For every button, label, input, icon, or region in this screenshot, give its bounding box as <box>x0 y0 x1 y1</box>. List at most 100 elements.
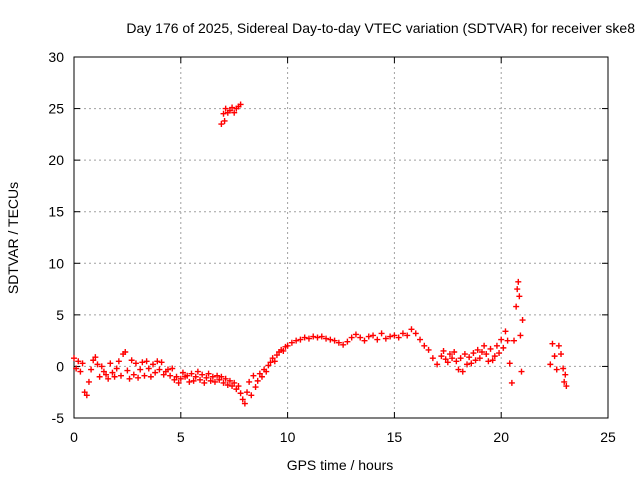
data-point <box>487 345 494 352</box>
data-point <box>417 336 424 343</box>
data-point <box>192 373 199 380</box>
data-point <box>515 278 522 285</box>
data-point <box>485 358 492 365</box>
data-point <box>434 361 441 368</box>
data-point <box>158 359 165 366</box>
data-point <box>517 332 524 339</box>
data-point <box>305 335 312 342</box>
data-point <box>218 121 225 128</box>
data-point <box>98 363 105 370</box>
data-point <box>489 357 496 364</box>
data-point <box>218 373 225 380</box>
data-point <box>504 337 511 344</box>
data-point <box>188 370 195 377</box>
data-point <box>429 355 436 362</box>
data-point <box>263 368 270 375</box>
data-point <box>391 332 398 339</box>
data-point <box>297 336 304 343</box>
x-tick-label: 10 <box>280 429 296 445</box>
data-point <box>474 346 481 353</box>
data-point <box>171 376 178 383</box>
data-point <box>179 369 186 376</box>
data-point <box>229 383 236 390</box>
data-point <box>197 376 204 383</box>
data-point <box>115 358 122 365</box>
data-point <box>231 379 238 386</box>
data-point <box>352 331 359 338</box>
data-point <box>207 377 214 384</box>
data-point <box>440 347 447 354</box>
data-point <box>241 400 248 407</box>
y-tick-label: 30 <box>48 49 64 65</box>
data-point <box>100 368 107 375</box>
data-point <box>451 348 458 355</box>
data-point <box>216 376 223 383</box>
data-point <box>252 384 259 391</box>
data-point <box>250 372 257 379</box>
data-point <box>222 105 229 112</box>
data-point <box>284 342 291 349</box>
data-point <box>323 335 330 342</box>
data-point <box>237 101 244 108</box>
data-point <box>167 372 174 379</box>
data-point <box>335 339 342 346</box>
data-point <box>248 392 255 399</box>
data-point <box>408 326 415 333</box>
data-point <box>327 336 334 343</box>
data-point <box>269 355 276 362</box>
data-point <box>209 373 216 380</box>
data-point <box>103 371 110 378</box>
x-tick-label: 5 <box>177 429 185 445</box>
data-point <box>493 342 500 349</box>
data-point <box>438 353 445 360</box>
data-point <box>470 350 477 357</box>
data-point <box>130 371 137 378</box>
data-point <box>194 368 201 375</box>
data-point <box>184 372 191 379</box>
data-point <box>340 341 347 348</box>
data-point <box>154 358 161 365</box>
data-point <box>425 346 432 353</box>
data-point <box>190 377 197 384</box>
data-point <box>468 360 475 367</box>
data-point <box>147 373 154 380</box>
data-point <box>516 293 523 300</box>
data-point <box>551 353 558 360</box>
data-point <box>90 357 97 364</box>
x-tick-label: 0 <box>70 429 78 445</box>
data-point <box>126 375 133 382</box>
y-tick-label: 20 <box>48 152 64 168</box>
data-point <box>466 354 473 361</box>
y-tick-label: 15 <box>48 204 64 220</box>
data-point <box>500 344 507 351</box>
y-tick-label: 5 <box>56 307 64 323</box>
data-point <box>519 317 526 324</box>
data-point <box>457 355 464 362</box>
data-point <box>280 347 287 354</box>
data-point <box>160 371 167 378</box>
data-point <box>239 396 246 403</box>
data-point <box>344 338 351 345</box>
data-point <box>152 369 159 376</box>
data-point <box>560 365 567 372</box>
data-point <box>387 333 394 340</box>
data-point <box>244 389 251 396</box>
data-point <box>92 354 99 361</box>
data-point <box>553 366 560 373</box>
data-point <box>109 369 116 376</box>
y-axis-label: SDTVAR / TECUs <box>5 182 21 294</box>
data-point <box>135 374 142 381</box>
data-point <box>220 379 227 386</box>
data-point <box>229 104 236 111</box>
data-point <box>132 360 139 367</box>
data-point <box>273 352 280 359</box>
data-point <box>331 337 338 344</box>
data-point <box>293 337 300 344</box>
data-point <box>459 368 466 375</box>
data-point <box>71 355 77 362</box>
data-point <box>220 110 227 117</box>
y-tick-label: 0 <box>56 358 64 374</box>
data-point <box>150 361 157 368</box>
data-point <box>449 355 456 362</box>
